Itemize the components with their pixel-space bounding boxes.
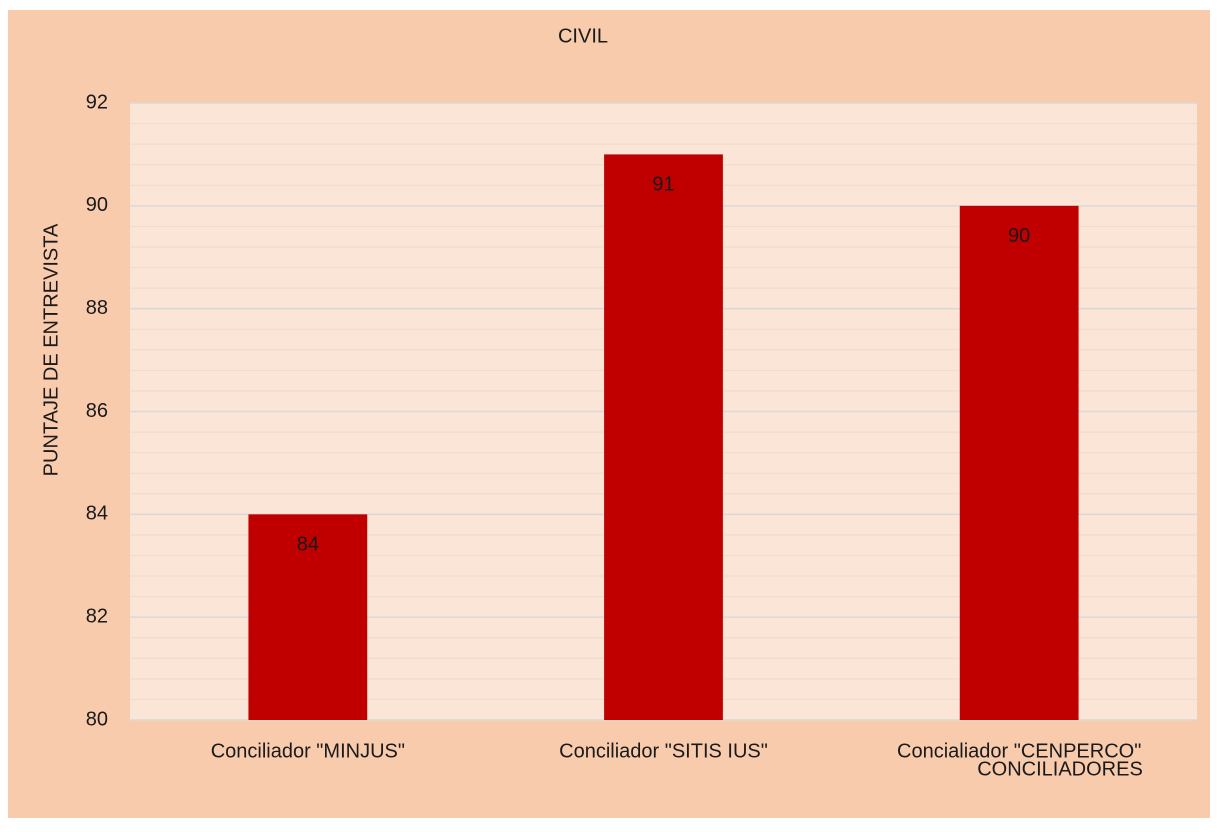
y-axis-title: PUNTAJE DE ENTREVISTA [40, 223, 62, 476]
y-tick-label: 80 [86, 708, 108, 730]
y-tick-label: 92 [86, 91, 108, 113]
y-tick-label: 82 [86, 605, 108, 627]
x-tick-label: Concialiador "CENPERCO" [897, 740, 1141, 762]
data-label: 91 [652, 174, 674, 196]
bar [604, 154, 723, 720]
chart-title: CIVIL [558, 25, 608, 47]
bar [959, 205, 1079, 721]
y-tick-label: 88 [86, 297, 108, 319]
x-tick-label: Conciliador "SITIS IUS" [559, 740, 768, 762]
data-label: 90 [1008, 225, 1030, 247]
x-tick-label: Conciliador "MINJUS" [211, 740, 405, 762]
data-label: 84 [297, 534, 319, 556]
y-tick-label: 86 [86, 400, 108, 422]
y-tick-label: 84 [86, 503, 108, 525]
bar [248, 514, 368, 720]
x-axis-title: CONCILIADORES [977, 758, 1143, 780]
y-tick-label: 90 [86, 194, 108, 216]
